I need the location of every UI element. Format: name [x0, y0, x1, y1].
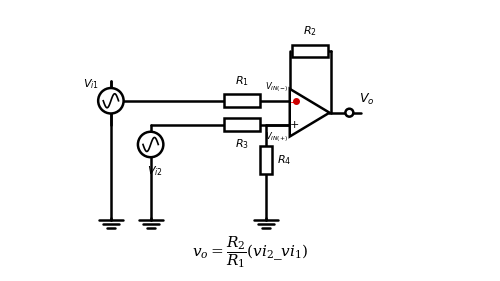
Text: $V_{IN(-)}$: $V_{IN(-)}$	[265, 80, 288, 94]
Circle shape	[138, 132, 164, 157]
Text: $R_2$: $R_2$	[302, 24, 316, 38]
Text: $V_{IN(+)}$: $V_{IN(+)}$	[265, 131, 288, 144]
Text: $V_{i1}$: $V_{i1}$	[83, 77, 99, 91]
Text: $R_4$: $R_4$	[277, 153, 291, 167]
Text: $v_o = \dfrac{R_2}{R_1}(vi_2 \_ vi_1)$: $v_o = \dfrac{R_2}{R_1}(vi_2 \_ vi_1)$	[192, 234, 308, 269]
Text: $R_3$: $R_3$	[235, 137, 249, 151]
Polygon shape	[290, 89, 330, 137]
Text: $+$: $+$	[290, 119, 300, 130]
Bar	[224, 94, 260, 107]
Text: $R_1$: $R_1$	[235, 74, 249, 88]
Circle shape	[346, 109, 354, 117]
Text: $V_o$: $V_o$	[360, 92, 375, 107]
Bar	[224, 118, 260, 131]
Bar	[292, 45, 328, 57]
Text: $-$: $-$	[290, 96, 300, 106]
Bar	[260, 146, 272, 174]
Text: $V_{i2}$: $V_{i2}$	[146, 164, 162, 178]
Circle shape	[98, 88, 124, 114]
